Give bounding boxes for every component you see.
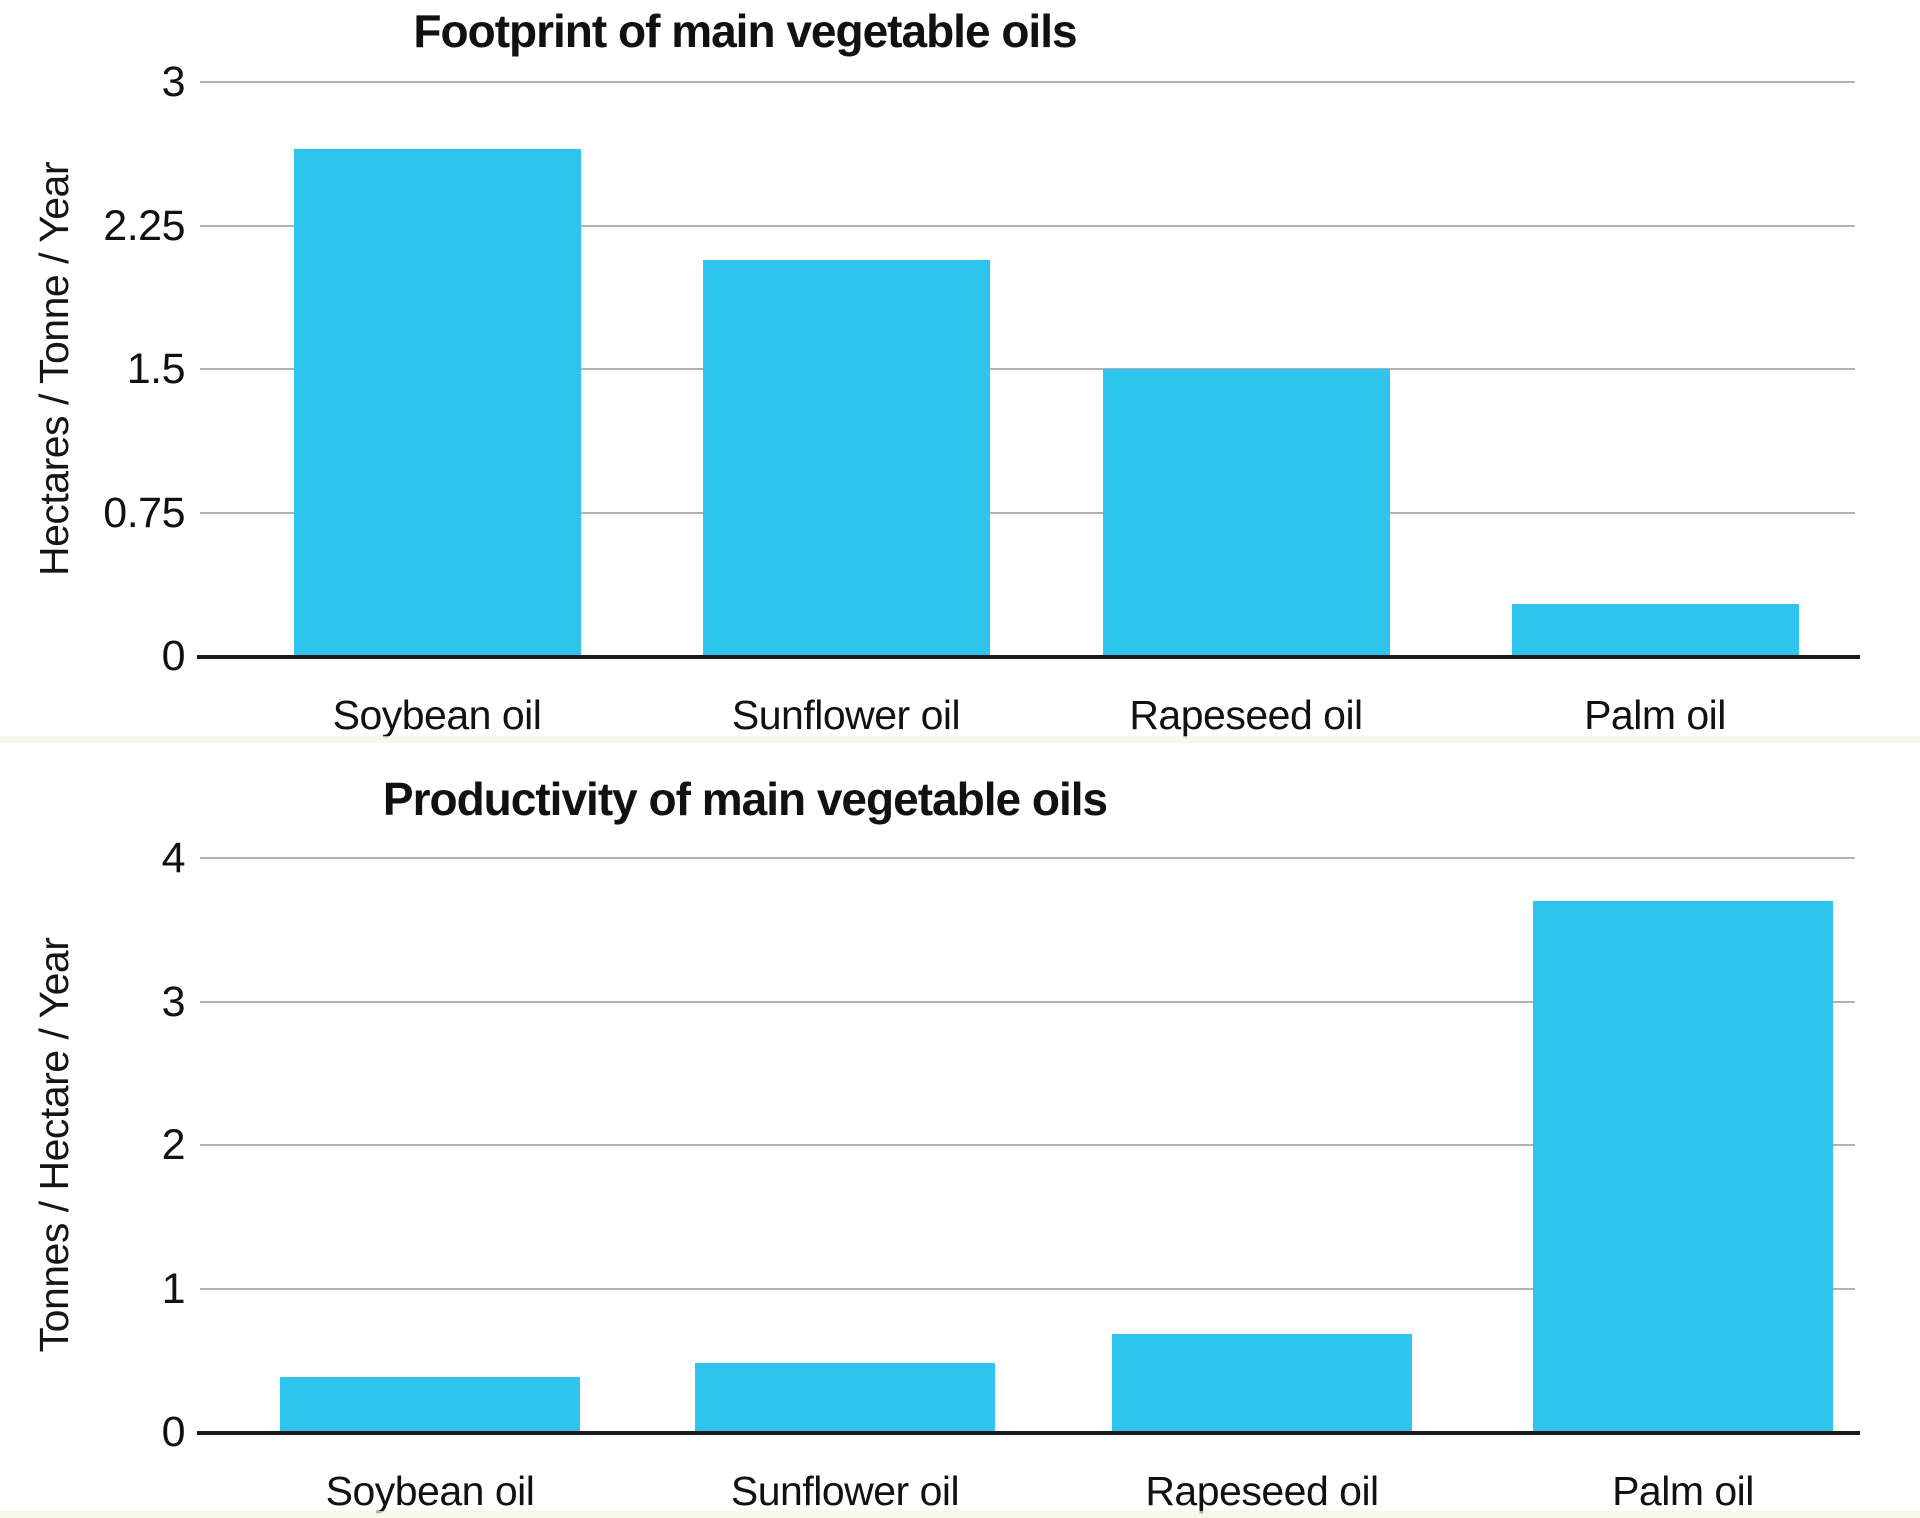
x-category-label-sunflower-oil: Sunflower oil bbox=[731, 692, 961, 738]
bar-rapeseed-oil bbox=[1102, 369, 1390, 656]
x-category-label-palm-oil: Palm oil bbox=[1584, 692, 1726, 738]
y-tick-label-4: 4 bbox=[161, 834, 186, 882]
y-tick-label-1: 1 bbox=[161, 1264, 186, 1313]
section-divider bbox=[0, 736, 1920, 743]
y-tick-label-2: 2 bbox=[161, 1121, 186, 1169]
grid-line-2.25 bbox=[200, 224, 1855, 227]
bar-palm-oil bbox=[1533, 901, 1833, 1432]
y-tick-label-3: 3 bbox=[161, 58, 186, 106]
chart-title-productivity: Productivity of main vegetable oils bbox=[382, 773, 1108, 825]
y-tick-label-0: 0 bbox=[161, 1408, 186, 1456]
x-category-label-palm-oil: Palm oil bbox=[1612, 1468, 1754, 1514]
y-tick-label-1.5: 1.5 bbox=[126, 345, 186, 393]
bar-sunflower-oil bbox=[695, 1363, 995, 1432]
bar-soybean-oil bbox=[293, 149, 581, 656]
bar-palm-oil bbox=[1511, 604, 1799, 656]
y-tick-label-2.25: 2.25 bbox=[103, 201, 185, 250]
bar-soybean-oil bbox=[280, 1377, 580, 1432]
grid-line-1.5 bbox=[200, 368, 1855, 370]
y-tick-label-0.75: 0.75 bbox=[103, 488, 185, 537]
bar-sunflower-oil bbox=[702, 260, 990, 656]
x-category-label-sunflower-oil: Sunflower oil bbox=[730, 1468, 960, 1514]
bar-rapeseed-oil bbox=[1112, 1334, 1412, 1432]
x-category-label-rapeseed-oil: Rapeseed oil bbox=[1129, 692, 1363, 738]
chart-title-footprint: Footprint of main vegetable oils bbox=[413, 5, 1077, 57]
grid-line-4 bbox=[200, 857, 1855, 859]
grid-line-0.75 bbox=[200, 511, 1855, 514]
y-tick-label-0: 0 bbox=[161, 632, 186, 680]
bottom-edge-band bbox=[0, 1511, 1920, 1518]
x-category-label-soybean-oil: Soybean oil bbox=[332, 692, 542, 738]
x-category-label-soybean-oil: Soybean oil bbox=[325, 1468, 535, 1514]
grid-line-3 bbox=[200, 1000, 1855, 1003]
grid-line-2 bbox=[200, 1144, 1855, 1146]
grid-line-1 bbox=[200, 1287, 1855, 1290]
x-axis-line bbox=[197, 655, 1860, 659]
x-axis-line bbox=[197, 1431, 1860, 1435]
grid-line-3 bbox=[200, 81, 1855, 83]
y-tick-label-3: 3 bbox=[161, 977, 186, 1026]
x-category-label-rapeseed-oil: Rapeseed oil bbox=[1145, 1468, 1379, 1514]
